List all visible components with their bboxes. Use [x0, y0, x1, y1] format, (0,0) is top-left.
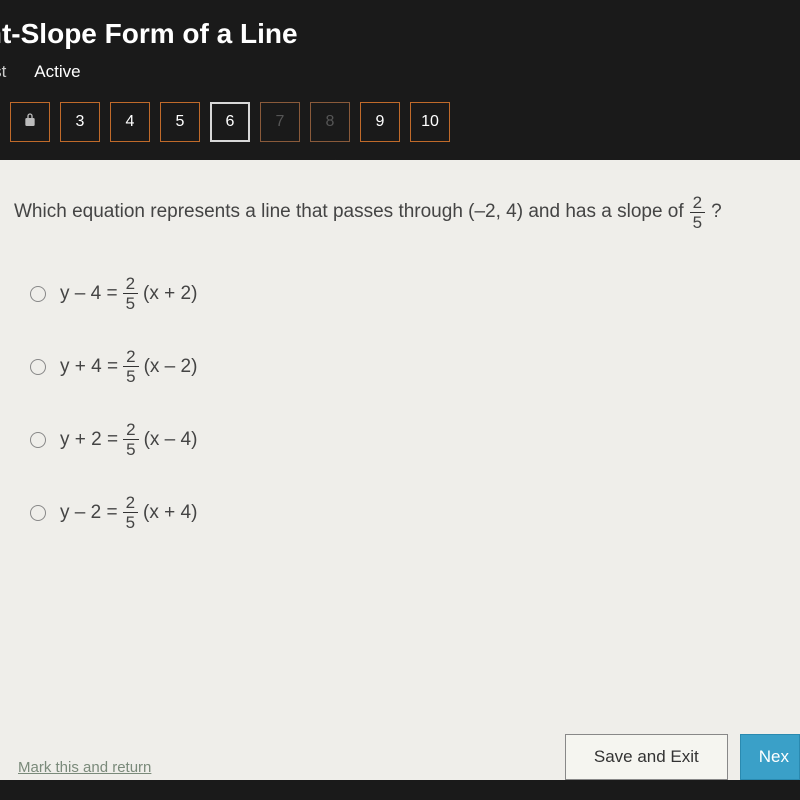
opt-b-lhs: y + 4 = [60, 356, 118, 378]
slope-fraction: 2 5 [690, 194, 705, 231]
equation-b: y + 4 = 2 5 (x – 2) [60, 348, 197, 385]
opt-a-lhs: y – 4 = [60, 283, 118, 305]
slope-denominator: 5 [693, 213, 702, 231]
opt-d-rhs: (x + 4) [143, 502, 197, 524]
nav-box-9[interactable]: 9 [360, 102, 400, 142]
equation-a: y – 4 = 2 5 (x + 2) [60, 275, 197, 312]
opt-b-frac: 2 5 [123, 348, 138, 385]
nav-box-10[interactable]: 10 [410, 102, 450, 142]
radio-d[interactable] [30, 505, 46, 521]
nav-box-5[interactable]: 5 [160, 102, 200, 142]
lock-icon [22, 111, 38, 134]
quiz-header: oint-Slope Form of a Line e-Test Active … [0, 0, 800, 160]
tab-row: e-Test Active [0, 62, 800, 96]
page-title: oint-Slope Form of a Line [0, 10, 800, 62]
nav-box-3[interactable]: 3 [60, 102, 100, 142]
tab-active[interactable]: Active [34, 62, 80, 82]
question-text: Which equation represents a line that pa… [14, 194, 778, 231]
radio-a[interactable] [30, 286, 46, 302]
nav-box-4[interactable]: 4 [110, 102, 150, 142]
option-a[interactable]: y – 4 = 2 5 (x + 2) [30, 275, 778, 312]
question-prefix: Which equation represents a line that pa… [14, 199, 684, 226]
footer-buttons: Save and Exit Nex [565, 734, 800, 780]
equation-c: y + 2 = 2 5 (x – 4) [60, 421, 197, 458]
answer-options: y – 4 = 2 5 (x + 2) y + 4 = 2 5 (x – 2) [14, 275, 778, 531]
opt-c-rhs: (x – 4) [144, 429, 198, 451]
equation-d: y – 2 = 2 5 (x + 4) [60, 494, 197, 531]
question-nav: 3 4 5 6 7 8 9 10 [0, 96, 800, 160]
save-exit-button[interactable]: Save and Exit [565, 734, 728, 780]
opt-a-frac: 2 5 [123, 275, 138, 312]
option-c[interactable]: y + 2 = 2 5 (x – 4) [30, 421, 778, 458]
nav-box-2-locked[interactable] [10, 102, 50, 142]
opt-c-frac: 2 5 [123, 421, 138, 458]
opt-c-lhs: y + 2 = [60, 429, 118, 451]
option-d[interactable]: y – 2 = 2 5 (x + 4) [30, 494, 778, 531]
question-suffix: ? [711, 199, 722, 226]
mark-return-link[interactable]: Mark this and return [18, 759, 151, 780]
radio-c[interactable] [30, 432, 46, 448]
slope-numerator: 2 [690, 194, 705, 213]
option-b[interactable]: y + 4 = 2 5 (x – 2) [30, 348, 778, 385]
opt-a-rhs: (x + 2) [143, 283, 197, 305]
tab-pretest[interactable]: e-Test [0, 62, 6, 82]
opt-b-rhs: (x – 2) [144, 356, 198, 378]
opt-d-lhs: y – 2 = [60, 502, 118, 524]
nav-box-7[interactable]: 7 [260, 102, 300, 142]
next-button[interactable]: Nex [740, 734, 800, 780]
question-content: Which equation represents a line that pa… [0, 160, 800, 780]
nav-box-6[interactable]: 6 [210, 102, 250, 142]
radio-b[interactable] [30, 359, 46, 375]
nav-box-8[interactable]: 8 [310, 102, 350, 142]
opt-d-frac: 2 5 [123, 494, 138, 531]
footer-bar: Mark this and return Save and Exit Nex [0, 734, 800, 780]
